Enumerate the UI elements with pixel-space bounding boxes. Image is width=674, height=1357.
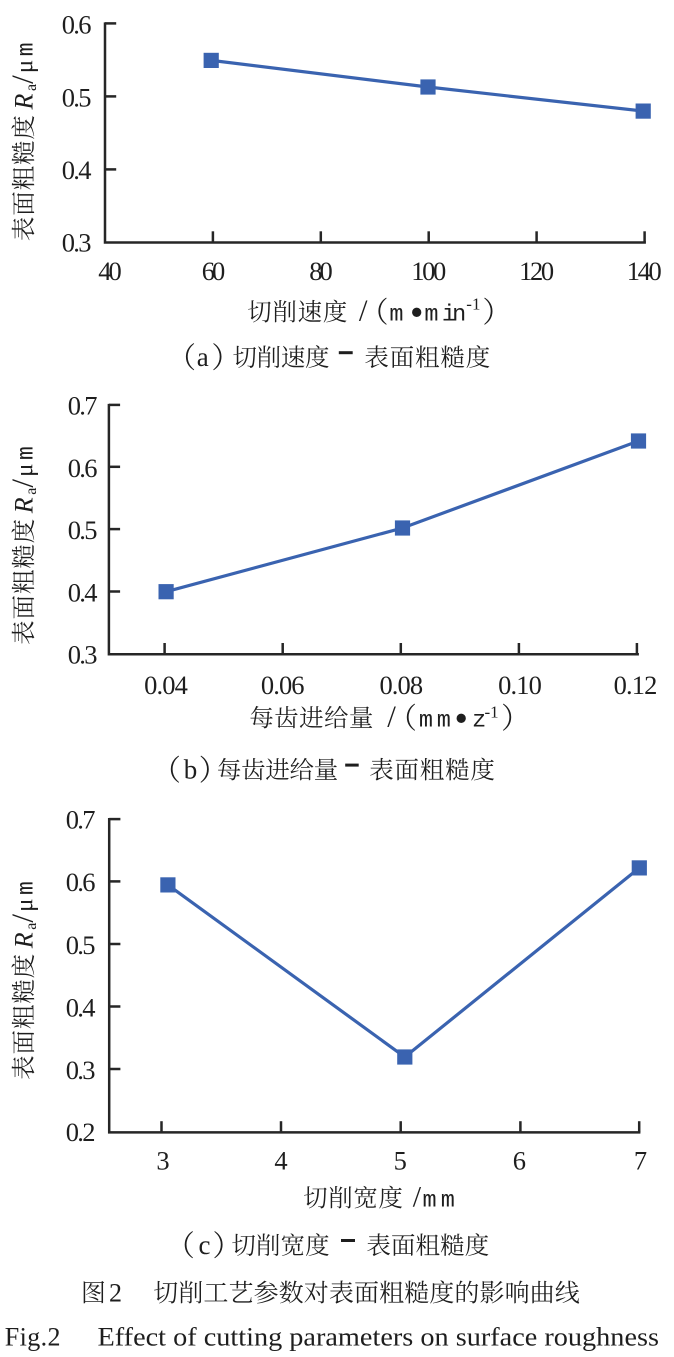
svg-text:0.3: 0.3 <box>62 228 92 258</box>
svg-text:/: / <box>4 479 39 488</box>
svg-text:-1: -1 <box>485 702 499 721</box>
svg-text:/: / <box>4 914 39 923</box>
svg-text:4: 4 <box>274 1146 287 1176</box>
svg-text:R: R <box>9 932 38 949</box>
svg-text:-1: -1 <box>466 294 480 313</box>
svg-text:0.08: 0.08 <box>379 670 423 700</box>
svg-text:μ: μ <box>11 898 38 911</box>
svg-text:Effect of cutting parameters o: Effect of cutting parameters on surface … <box>98 1323 660 1352</box>
svg-text:a: a <box>197 342 209 372</box>
svg-text:0.06: 0.06 <box>261 670 305 700</box>
svg-text:R: R <box>9 94 38 111</box>
svg-text:0.12: 0.12 <box>614 670 658 700</box>
svg-text:mm: mm <box>423 1188 455 1215</box>
svg-text:140: 140 <box>627 256 662 286</box>
svg-text:0.7: 0.7 <box>66 805 96 835</box>
svg-text:5: 5 <box>394 1146 407 1176</box>
svg-text:m: m <box>13 42 39 56</box>
svg-text:7: 7 <box>634 1146 647 1176</box>
svg-text:m: m <box>13 881 39 895</box>
svg-text:m: m <box>13 446 39 460</box>
svg-text:0.2: 0.2 <box>66 1117 96 1147</box>
svg-text:0.6: 0.6 <box>68 453 98 483</box>
svg-text:R: R <box>9 497 38 514</box>
svg-text:0.5: 0.5 <box>62 82 92 112</box>
svg-text:0.5: 0.5 <box>66 930 96 960</box>
svg-text:0.3: 0.3 <box>66 1055 96 1085</box>
svg-text:/: / <box>413 1181 422 1214</box>
svg-text:0.7: 0.7 <box>68 391 98 421</box>
svg-text:/: / <box>387 699 396 734</box>
svg-text:0.6: 0.6 <box>66 867 96 897</box>
svg-text:z: z <box>472 708 486 735</box>
svg-text:mm: mm <box>419 708 451 735</box>
svg-text:Fig.2: Fig.2 <box>5 1323 61 1352</box>
svg-text:40: 40 <box>98 256 121 286</box>
svg-text:6: 6 <box>513 1146 526 1176</box>
svg-text:/: / <box>359 293 368 328</box>
svg-text:/: / <box>4 75 39 84</box>
svg-text:0.4: 0.4 <box>68 578 98 608</box>
svg-text:120: 120 <box>519 256 554 286</box>
svg-text:2: 2 <box>109 1279 122 1308</box>
svg-text:a: a <box>23 84 40 91</box>
svg-text:0.5: 0.5 <box>68 515 98 545</box>
svg-text:0.10: 0.10 <box>498 670 542 700</box>
svg-text:•: • <box>410 292 424 335</box>
svg-text:0.6: 0.6 <box>62 10 92 40</box>
svg-text:80: 80 <box>309 256 332 286</box>
svg-text:0.4: 0.4 <box>62 155 92 185</box>
svg-text:•: • <box>454 698 468 741</box>
svg-text:0.04: 0.04 <box>144 670 188 700</box>
svg-text:c: c <box>199 1230 211 1260</box>
svg-text:100: 100 <box>411 256 446 286</box>
svg-text:60: 60 <box>202 256 225 286</box>
svg-text:0.3: 0.3 <box>68 640 98 670</box>
svg-text:a: a <box>23 923 40 930</box>
svg-text:μ: μ <box>11 463 38 476</box>
svg-text:3: 3 <box>156 1146 169 1176</box>
svg-text:0.4: 0.4 <box>66 992 96 1022</box>
svg-text:μ: μ <box>11 60 38 73</box>
svg-text:b: b <box>184 755 198 785</box>
svg-text:a: a <box>23 488 40 495</box>
svg-text:in: in <box>442 302 466 329</box>
